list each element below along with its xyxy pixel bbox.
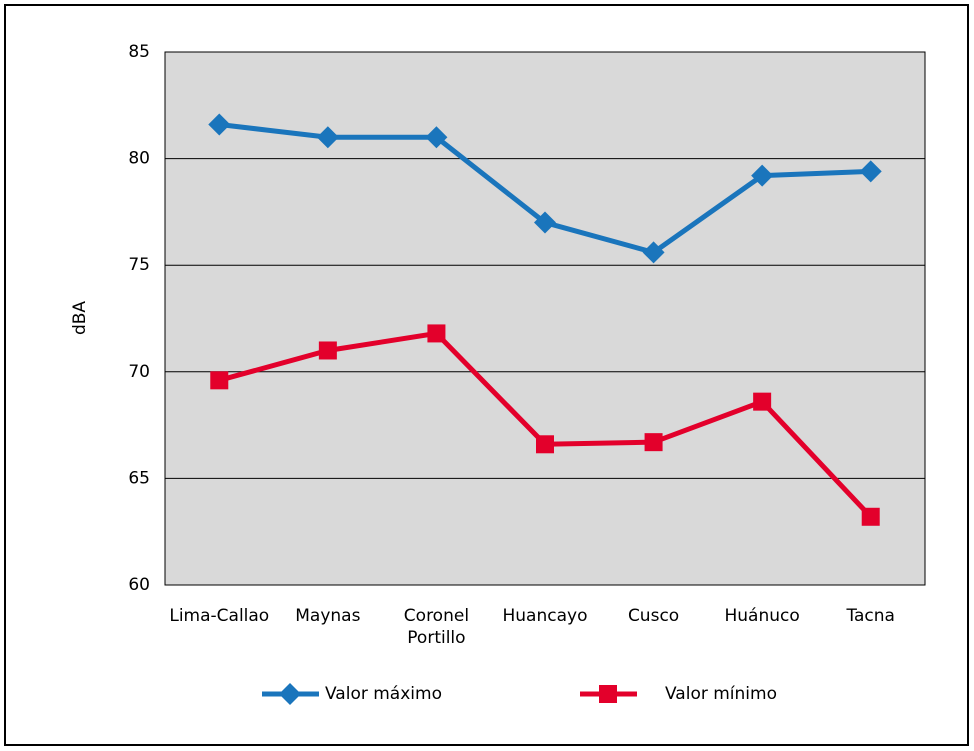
marker — [208, 113, 231, 136]
marker — [599, 685, 617, 703]
y-tick-label: 75 — [128, 255, 150, 275]
x-tick-label: Coronel Portillo — [403, 606, 470, 648]
marker — [534, 211, 556, 234]
marker — [751, 164, 774, 187]
y-tick-label: 85 — [128, 42, 150, 62]
marker — [427, 324, 446, 343]
marker — [859, 160, 882, 183]
marker — [861, 507, 880, 526]
legend-label: Valor máximo — [325, 684, 442, 704]
x-tick-label: Maynas — [295, 606, 361, 626]
x-tick-label: Lima-Callao — [169, 606, 270, 626]
y-tick-label: 80 — [128, 149, 150, 169]
marker — [318, 341, 337, 360]
x-tick-label: Tacna — [846, 606, 895, 626]
y-tick-label: 65 — [128, 468, 150, 488]
y-tick-label: 60 — [128, 575, 150, 595]
y-tick-label: 70 — [128, 362, 150, 382]
marker — [279, 683, 301, 705]
x-tick-label: Huánuco — [724, 606, 800, 626]
x-tick-label: Huancayo — [502, 606, 588, 626]
marker — [642, 241, 665, 264]
marker — [644, 433, 663, 452]
marker — [753, 392, 772, 411]
legend-label: Valor mínimo — [665, 684, 777, 704]
marker — [425, 126, 448, 149]
marker — [536, 435, 554, 454]
marker — [316, 126, 339, 149]
y-axis-label: dBA — [70, 301, 90, 335]
marker — [210, 371, 229, 390]
x-tick-label: Cusco — [627, 606, 680, 626]
plot-area — [164, 51, 926, 586]
